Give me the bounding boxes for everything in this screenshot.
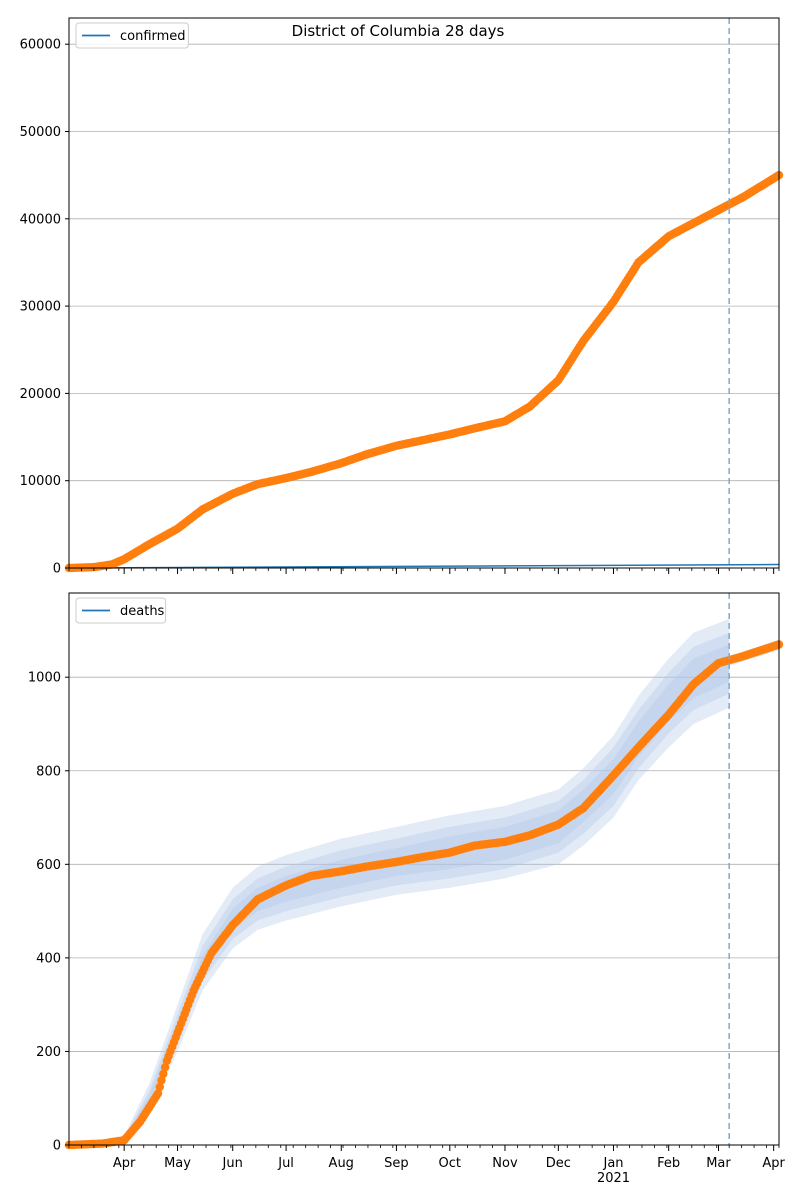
deaths-legend: deaths (75, 597, 167, 624)
deaths-frame-rect (68, 592, 780, 1146)
confirmed-axes-frame (68, 17, 780, 569)
confirmed-ytick-label: 40000 (20, 212, 61, 227)
deaths-uncertainty-band (69, 632, 730, 1145)
deaths-xtick-label: Dec (546, 1156, 571, 1171)
deaths-xtick-label: Aug (329, 1156, 354, 1171)
deaths-axes-frame (68, 592, 780, 1146)
deaths-ytick-label: 600 (36, 858, 61, 873)
confirmed-ytick-label: 50000 (20, 125, 61, 140)
confirmed-frame-rect (68, 17, 780, 569)
deaths-xtick-label: Oct (439, 1156, 461, 1171)
deaths-xtick-label: May (164, 1156, 191, 1171)
confirmed-panel: 0 10000 20000 30000 40000 50000 60000 confirme… (20, 17, 784, 577)
confirmed-ytick-label: 60000 (20, 38, 61, 53)
confirmed-ytick-label: 0 (53, 562, 61, 577)
confirmed-legend-box (75, 22, 189, 49)
deaths-ytick-label: 1000 (28, 671, 61, 686)
deaths-observed-point (159, 1069, 168, 1079)
confirmed-model-line (68, 563, 780, 569)
confirmed-ytick-label: 30000 (20, 300, 61, 315)
deaths-observed-point (157, 1076, 166, 1085)
deaths-xtick-label: Nov (492, 1156, 518, 1171)
deaths-ytick-label: 200 (36, 1045, 61, 1060)
deaths-legend-label: deaths (120, 604, 165, 619)
confirmed-legend-label: confirmed (120, 29, 186, 44)
deaths-ytick-label: 800 (36, 764, 61, 779)
confirmed-ytick-label: 20000 (20, 387, 61, 402)
deaths-xtick-label: Jan (602, 1156, 623, 1171)
deaths-observed-point (160, 1063, 170, 1072)
deaths-uncertainty-band (69, 644, 730, 1145)
deaths-observed-series (64, 640, 784, 1150)
deaths-ytick-label: 0 (53, 1139, 61, 1154)
deaths-observed-point (155, 1082, 164, 1092)
confirmed-model (68, 563, 780, 569)
deaths-legend-box (75, 597, 167, 624)
deaths-xtick-label: Mar (706, 1156, 731, 1171)
confirmed-ytick-label: 10000 (20, 474, 61, 489)
confirmed-legend: confirmed (75, 22, 189, 49)
figure-title: District of Columbia 28 days (292, 22, 505, 40)
deaths-ytick-label: 400 (36, 951, 61, 966)
deaths-panel: 0 200 400 600 800 1000 Apr May Jun Jul Aug Sep Oct N… (28, 592, 786, 1186)
deaths-xtick-label: Feb (657, 1156, 680, 1171)
deaths-xtick-label: Jun (222, 1156, 243, 1171)
deaths-xtick-label: Apr (113, 1156, 136, 1171)
deaths-xtick-label: Jul (277, 1156, 294, 1171)
deaths-y-ticks: 0 200 400 600 800 1000 (28, 671, 69, 1154)
deaths-uncertainty-band (69, 618, 730, 1145)
deaths-xtick-label: Sep (384, 1156, 409, 1171)
deaths-xtick-label: Apr (762, 1156, 785, 1171)
confirmed-y-ticks: 0 10000 20000 30000 40000 50000 60000 (20, 38, 69, 577)
confirmed-x-ticks (68, 568, 780, 574)
deaths-observed-point (153, 1089, 163, 1098)
deaths-xtick-year-label: 2021 (597, 1171, 630, 1186)
